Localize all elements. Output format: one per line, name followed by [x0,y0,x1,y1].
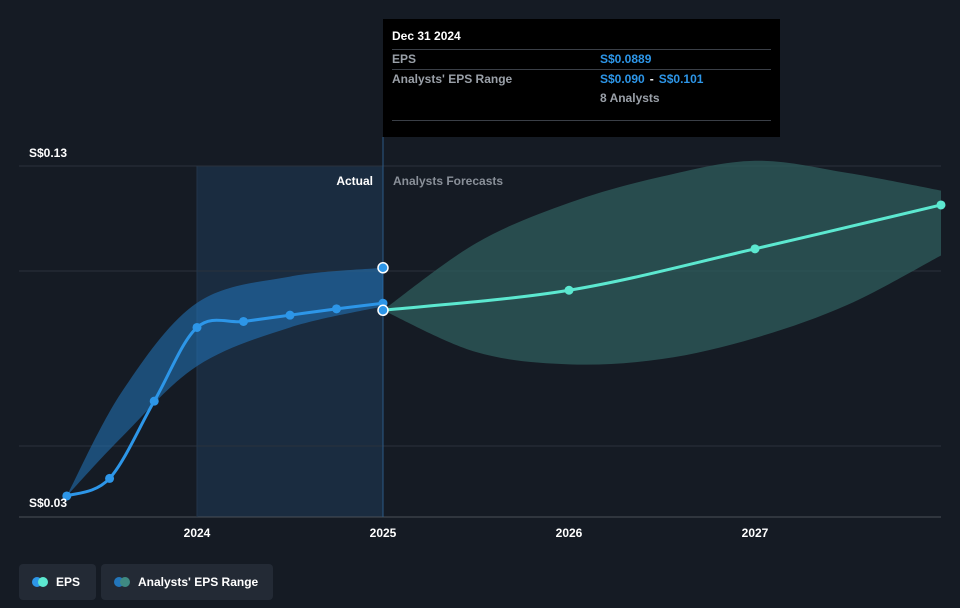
eps-actual-point-2[interactable] [149,396,159,406]
legend-eps-button[interactable]: EPS [19,564,96,600]
tooltip-eps-row: EPS S$0.0889 [392,49,771,69]
range-bands [66,160,941,496]
highlight-range-high-point[interactable] [377,262,389,274]
eps-forecast-point-3[interactable] [936,200,946,210]
tooltip: Dec 31 2024 EPS S$0.0889 Analysts' EPS R… [383,19,780,137]
y-axis-top-label: S$0.13 [29,146,67,160]
forecast-range-band [383,160,941,365]
eps-lines [66,203,942,498]
forecast-region-label: Analysts Forecasts [393,174,503,188]
tooltip-range-separator: - [649,72,654,86]
eps-forecast-point-2[interactable] [750,244,760,254]
eps-legend-icon [32,577,48,587]
tooltip-eps-label: EPS [392,52,417,66]
eps-forecast-line [382,203,942,312]
tooltip-range-row: Analysts' EPS Range S$0.090 - S$0.101 [392,69,771,89]
tooltip-range-low: S$0.090 [600,72,645,86]
legend-eps-label: EPS [56,575,81,589]
x-tick-2026: 2026 [556,526,583,540]
tooltip-divider [392,120,771,121]
actual-range-band [66,267,384,496]
x-tick-2025: 2025 [370,526,397,540]
x-axis-ticks: 2024 2025 2026 2027 [184,526,769,540]
eps-forecast-point-1[interactable] [564,285,574,295]
eps-actual-point-6[interactable] [332,304,341,314]
eps-actual-point-4[interactable] [239,316,248,326]
range-legend-icon [114,577,130,587]
eps-actual-point-1[interactable] [105,473,115,483]
eps-actual-point-0[interactable] [62,491,72,501]
actual-region-label: Actual [336,174,373,188]
highlight-eps-point[interactable] [377,304,389,317]
tooltip-range-high: S$0.101 [658,72,704,86]
tooltip-eps-value: S$0.0889 [600,52,652,66]
eps-actual-point-3[interactable] [192,322,202,332]
y-axis-bottom-label: S$0.03 [29,496,67,510]
tooltip-analysts-count: 8 Analysts [600,91,660,105]
tooltip-date: Dec 31 2024 [392,29,461,43]
legend-range-button[interactable]: Analysts' EPS Range [101,564,273,600]
x-tick-2027: 2027 [742,526,769,540]
x-tick-2024: 2024 [184,526,211,540]
eps-actual-line [66,301,384,498]
tooltip-range-label: Analysts' EPS Range [392,72,513,86]
eps-points [62,200,946,501]
legend-range-label: Analysts' EPS Range [138,575,259,589]
eps-actual-point-5[interactable] [285,310,295,320]
